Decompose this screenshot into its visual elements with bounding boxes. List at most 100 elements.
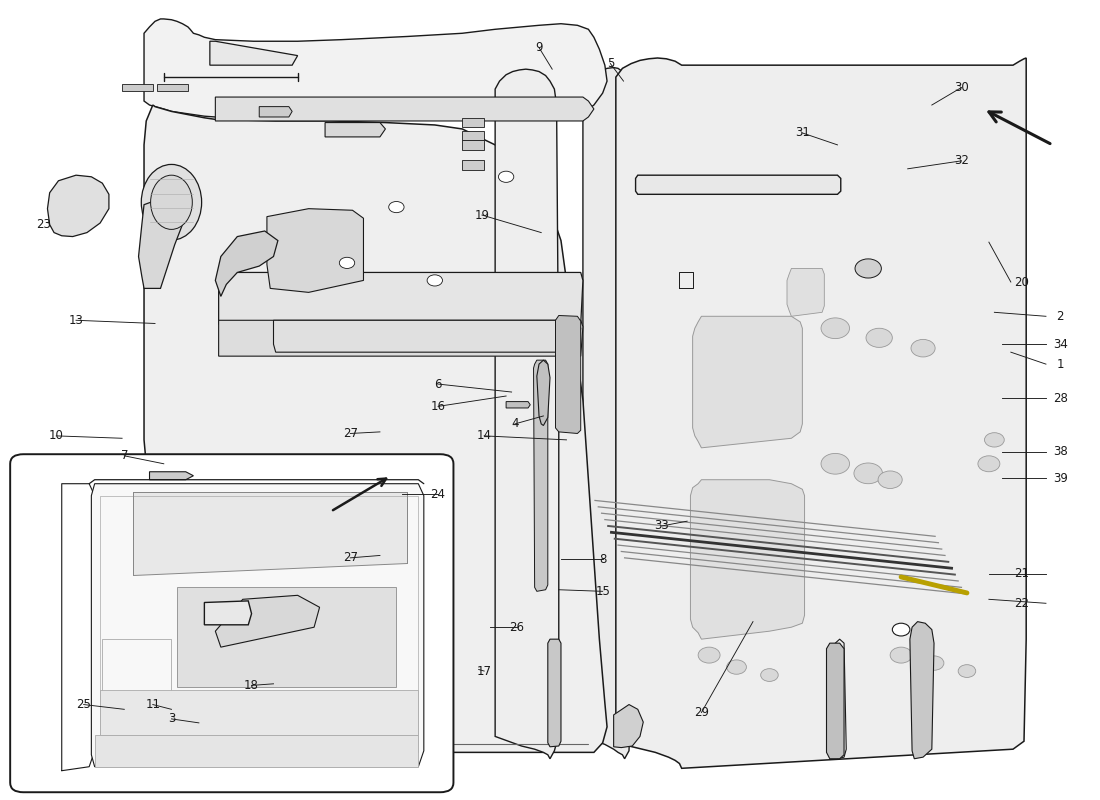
Text: 22: 22	[1014, 597, 1030, 610]
Circle shape	[498, 171, 514, 182]
Text: 6: 6	[434, 378, 442, 390]
Ellipse shape	[141, 165, 201, 240]
Polygon shape	[219, 320, 583, 356]
Text: 27: 27	[343, 427, 358, 440]
Text: 27: 27	[343, 551, 358, 564]
Polygon shape	[495, 69, 559, 758]
Polygon shape	[693, 316, 802, 448]
Text: 10: 10	[48, 430, 64, 442]
Circle shape	[984, 433, 1004, 447]
Circle shape	[958, 665, 976, 678]
Circle shape	[727, 660, 747, 674]
Polygon shape	[583, 67, 631, 758]
Polygon shape	[122, 84, 153, 90]
Polygon shape	[216, 97, 594, 121]
Polygon shape	[205, 601, 252, 625]
Polygon shape	[91, 484, 424, 766]
Text: 21: 21	[1014, 567, 1030, 580]
Circle shape	[427, 275, 442, 286]
Text: 14: 14	[476, 430, 492, 442]
Text: 1: 1	[1056, 358, 1064, 370]
Circle shape	[924, 656, 944, 670]
Polygon shape	[216, 595, 320, 647]
Text: 3: 3	[168, 712, 175, 726]
Text: 20: 20	[1014, 275, 1030, 289]
Circle shape	[911, 339, 935, 357]
Polygon shape	[616, 58, 1026, 768]
Text: 38: 38	[1053, 446, 1068, 458]
Polygon shape	[219, 273, 583, 324]
Circle shape	[698, 647, 720, 663]
Circle shape	[761, 669, 778, 682]
Text: 18: 18	[244, 679, 258, 692]
Circle shape	[821, 454, 849, 474]
Text: 24: 24	[430, 487, 446, 501]
Polygon shape	[216, 231, 278, 296]
Circle shape	[978, 456, 1000, 472]
Text: 17: 17	[476, 665, 492, 678]
Text: 25: 25	[76, 698, 91, 711]
Polygon shape	[274, 320, 581, 352]
Polygon shape	[133, 492, 407, 575]
FancyBboxPatch shape	[10, 454, 453, 792]
Polygon shape	[157, 84, 188, 90]
Polygon shape	[267, 209, 363, 292]
Text: 30: 30	[954, 81, 969, 94]
Polygon shape	[462, 140, 484, 150]
Polygon shape	[826, 643, 844, 758]
Circle shape	[892, 623, 910, 636]
Polygon shape	[537, 360, 550, 426]
Text: a passione for details: a passione for details	[600, 297, 763, 312]
Text: 28: 28	[1053, 392, 1068, 405]
Polygon shape	[150, 472, 194, 480]
Polygon shape	[95, 735, 418, 766]
Text: 5: 5	[607, 57, 614, 70]
Text: 26: 26	[509, 621, 525, 634]
Circle shape	[890, 647, 912, 663]
Polygon shape	[144, 19, 607, 117]
Polygon shape	[326, 122, 385, 137]
Text: 15: 15	[595, 585, 610, 598]
Text: 9: 9	[536, 41, 542, 54]
Circle shape	[854, 463, 882, 484]
Polygon shape	[691, 480, 804, 639]
Text: 16: 16	[430, 400, 446, 413]
Text: 23: 23	[35, 218, 51, 231]
Polygon shape	[144, 105, 607, 752]
Circle shape	[878, 471, 902, 489]
Text: 29: 29	[694, 706, 708, 719]
Polygon shape	[548, 639, 561, 746]
Polygon shape	[462, 118, 484, 127]
Polygon shape	[910, 622, 934, 758]
Polygon shape	[462, 130, 484, 140]
Polygon shape	[636, 175, 840, 194]
Circle shape	[388, 202, 404, 213]
Text: MASERATI: MASERATI	[590, 389, 905, 443]
Text: 19: 19	[474, 209, 490, 222]
Text: 1985: 1985	[647, 310, 848, 378]
Circle shape	[866, 328, 892, 347]
Polygon shape	[177, 587, 396, 687]
Polygon shape	[47, 175, 109, 237]
Text: 7: 7	[121, 450, 128, 462]
Circle shape	[339, 258, 354, 269]
Text: 34: 34	[1053, 338, 1068, 350]
Circle shape	[855, 259, 881, 278]
Polygon shape	[462, 160, 484, 170]
Text: 2: 2	[1056, 310, 1064, 322]
Polygon shape	[556, 315, 581, 434]
Polygon shape	[100, 690, 418, 735]
Polygon shape	[534, 360, 548, 591]
Circle shape	[821, 318, 849, 338]
Text: 32: 32	[954, 154, 969, 167]
Text: 31: 31	[795, 126, 810, 139]
Polygon shape	[139, 201, 183, 288]
Text: 33: 33	[654, 519, 669, 533]
Text: 39: 39	[1053, 472, 1068, 485]
Polygon shape	[786, 269, 824, 316]
Text: 8: 8	[600, 553, 606, 566]
Text: 4: 4	[512, 418, 518, 430]
Text: 11: 11	[145, 698, 161, 711]
Text: 13: 13	[68, 314, 84, 326]
Polygon shape	[506, 402, 530, 408]
